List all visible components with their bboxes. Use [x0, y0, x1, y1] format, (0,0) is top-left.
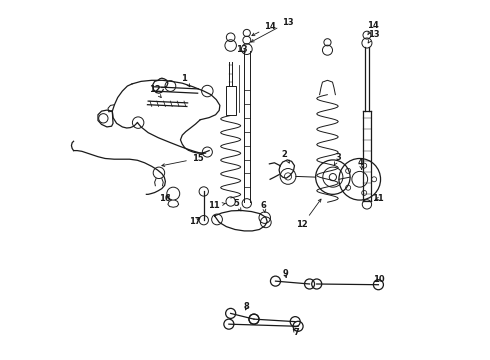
- Text: 13: 13: [251, 18, 294, 42]
- Text: 11: 11: [208, 201, 225, 210]
- Text: 14: 14: [252, 22, 276, 36]
- Text: 2: 2: [282, 150, 290, 163]
- Text: 16: 16: [160, 194, 172, 203]
- Text: 8: 8: [244, 302, 250, 311]
- Text: 7: 7: [293, 328, 299, 337]
- Text: 6: 6: [261, 201, 267, 212]
- Text: 11: 11: [372, 194, 384, 203]
- Text: 14: 14: [368, 21, 379, 35]
- Text: 5: 5: [233, 199, 241, 211]
- Text: 13: 13: [368, 30, 379, 43]
- Text: 15: 15: [162, 154, 203, 166]
- Text: 1: 1: [181, 75, 190, 87]
- Text: 13: 13: [236, 45, 248, 54]
- Text: 4: 4: [358, 158, 364, 170]
- Text: 12: 12: [296, 199, 321, 229]
- Text: 9: 9: [282, 269, 288, 278]
- Bar: [225, 86, 236, 116]
- Text: 3: 3: [334, 153, 341, 165]
- Text: 12: 12: [149, 85, 161, 98]
- Text: 10: 10: [372, 275, 384, 284]
- Text: 17: 17: [189, 217, 200, 226]
